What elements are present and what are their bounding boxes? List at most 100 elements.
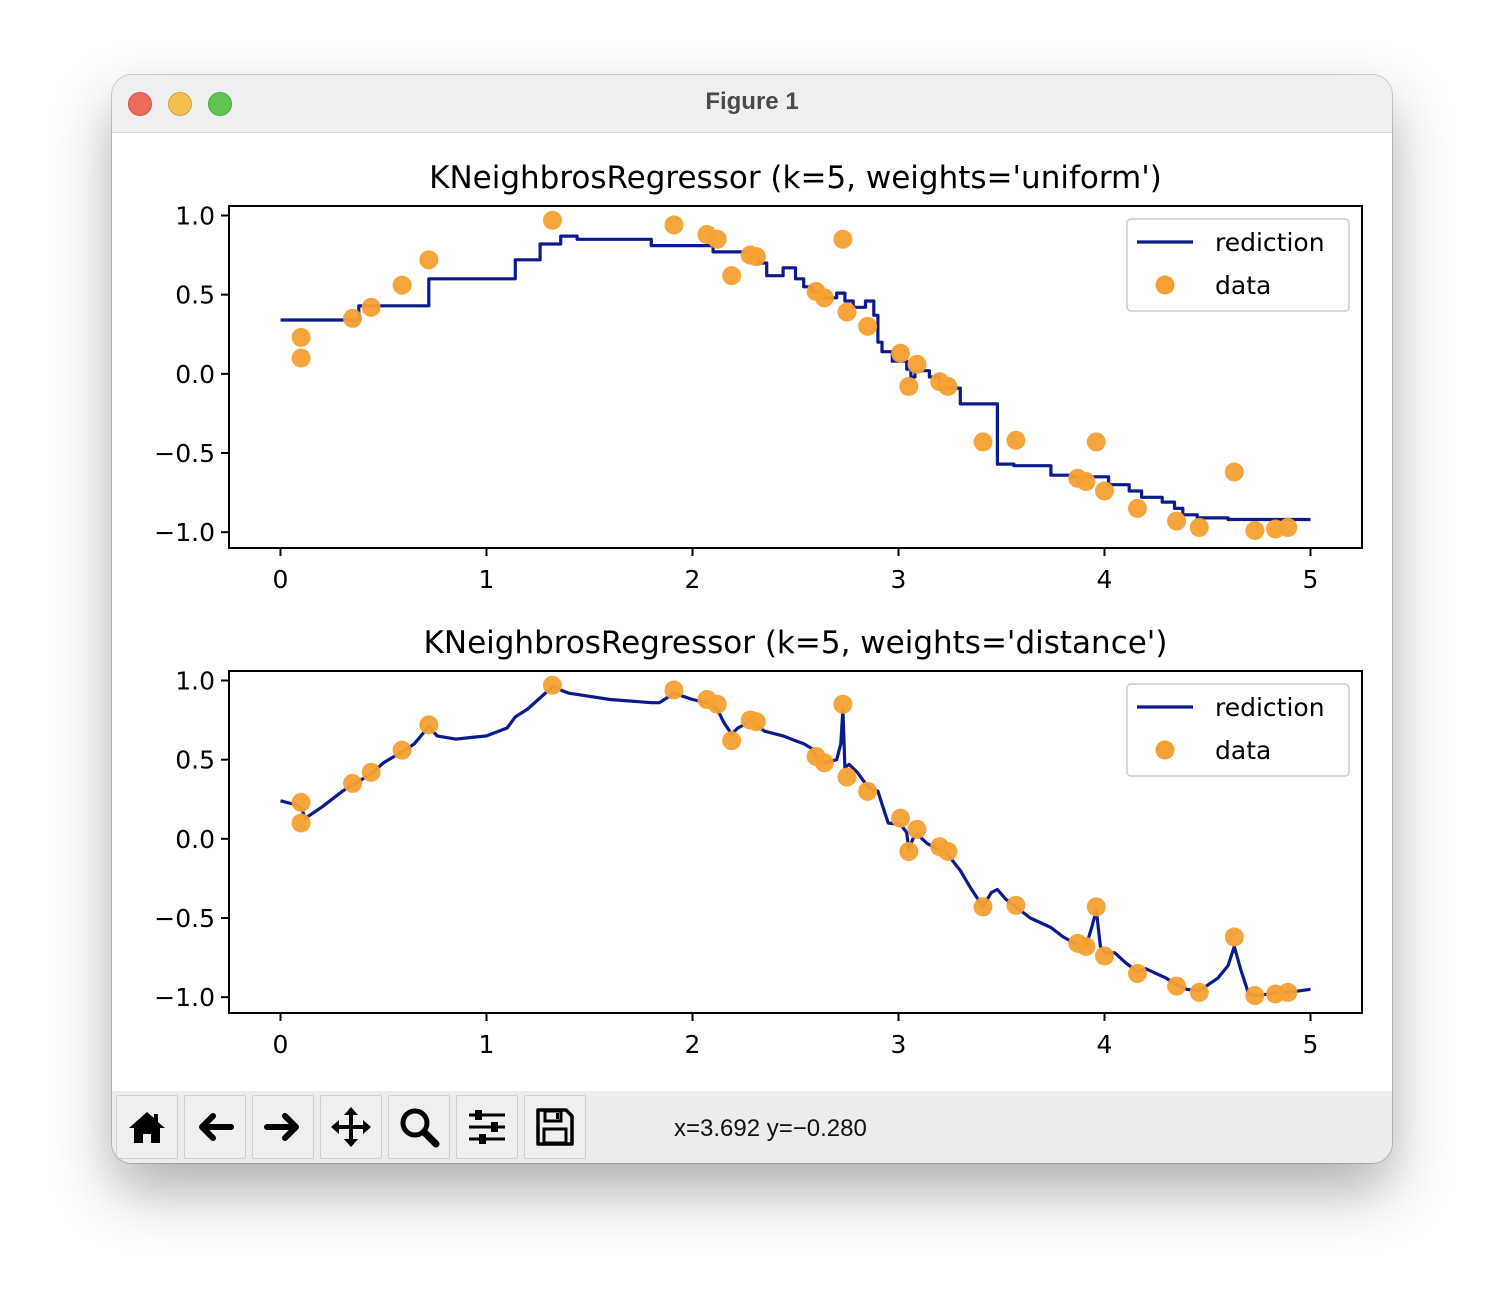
data-point [343,773,363,793]
data-point [664,215,684,235]
data-point [814,288,834,308]
save-button[interactable] [524,1095,586,1159]
data-point [899,842,919,861]
data-point [837,302,857,322]
x-tick-label: 3 [891,1030,907,1059]
data-point [1127,963,1147,983]
data-point [907,819,927,839]
subplot-title: KNeighbrosRegressor (k=5, weights='dista… [424,625,1168,661]
data-point [291,348,311,368]
home-button[interactable] [116,1095,178,1159]
data-point [707,694,727,714]
data-point [837,767,857,787]
data-point [1224,462,1244,482]
data-point [361,762,381,782]
data-point [1167,511,1187,531]
data-point [746,247,766,267]
close-window-button[interactable] [128,92,152,116]
window-title: Figure 1 [705,88,799,115]
data-point [833,694,853,714]
data-point [1127,498,1147,518]
data-point [907,354,927,374]
home-icon [129,1112,165,1143]
data-point [1086,432,1106,452]
y-tick-label: 1.0 [175,667,215,696]
back-button[interactable] [184,1095,246,1159]
data-point [542,675,562,695]
data-point [899,377,919,396]
move-icon [331,1107,371,1147]
data-point [938,842,958,861]
data-point [891,808,911,828]
x-tick-label: 0 [273,1030,289,1059]
data-point [833,229,853,249]
x-tick-label: 0 [273,565,289,594]
data-point [1076,937,1096,956]
title-bar: Figure 1 [112,75,1392,133]
data-point [1278,517,1298,537]
data-point [1086,897,1106,917]
data-point [858,316,878,336]
data-point [291,792,311,812]
data-point [938,377,958,396]
legend-label: data [1215,736,1271,765]
magnifier-icon [400,1108,440,1148]
y-tick-label: −0.5 [154,904,215,933]
configure-subplots-button[interactable] [456,1095,518,1159]
subplot-2: KNeighbrosRegressor (k=5, weights='dista… [154,625,1363,1059]
legend-label: rediction [1215,693,1325,722]
data-point [707,229,727,249]
legend-label: data [1215,271,1271,300]
data-point [722,731,742,751]
figure-canvas[interactable]: KNeighbrosRegressor (k=5, weights='unifo… [112,133,1392,1091]
data-point [1189,517,1209,537]
y-tick-label: −1.0 [154,518,215,547]
data-point [419,250,439,270]
x-tick-label: 1 [479,1030,495,1059]
x-tick-label: 4 [1097,565,1113,594]
axes-frame [228,205,1363,549]
data-point [891,343,911,363]
y-tick-label: 0.5 [175,746,215,775]
data-point [814,753,834,773]
legend-dot-marker [1155,275,1175,295]
y-tick-label: 0.5 [175,281,215,310]
data-point [1006,430,1026,450]
axes-frame [228,670,1363,1014]
data-point [1076,472,1096,491]
navigation-toolbar: x=3.692 y=−0.280 [112,1091,1392,1163]
x-tick-label: 3 [891,565,907,594]
data-point [291,813,311,833]
legend-dot-marker [1155,740,1175,760]
x-tick-label: 5 [1303,1030,1319,1059]
sliders-icon [469,1110,505,1144]
cursor-coordinates: x=3.692 y=−0.280 [674,1115,867,1142]
zoom-button[interactable] [388,1095,450,1159]
y-tick-label: 0.0 [175,825,215,854]
x-tick-label: 4 [1097,1030,1113,1059]
legend: rediction data [1126,683,1350,777]
floppy-disk-icon [536,1108,574,1146]
data-point [1245,521,1265,541]
data-point [973,432,993,452]
legend-label: rediction [1215,228,1325,257]
y-tick-label: 0.0 [175,360,215,389]
data-point [419,715,439,735]
y-tick-label: −1.0 [154,983,215,1012]
data-point [1167,976,1187,996]
data-point [343,308,363,328]
pan-button[interactable] [320,1095,382,1159]
data-point [392,275,412,295]
arrow-left-icon [199,1113,234,1141]
prediction-line [280,234,1311,522]
zoom-window-button[interactable] [208,92,232,116]
arrow-right-icon [264,1113,299,1141]
x-tick-label: 5 [1303,565,1319,594]
subplot-1: KNeighbrosRegressor (k=5, weights='unifo… [154,160,1363,594]
minimize-window-button[interactable] [168,92,192,116]
data-point [1189,982,1209,1002]
forward-button[interactable] [252,1095,314,1159]
data-point [542,210,562,230]
y-tick-label: −0.5 [154,439,215,468]
subplot-title: KNeighbrosRegressor (k=5, weights='unifo… [429,160,1162,196]
